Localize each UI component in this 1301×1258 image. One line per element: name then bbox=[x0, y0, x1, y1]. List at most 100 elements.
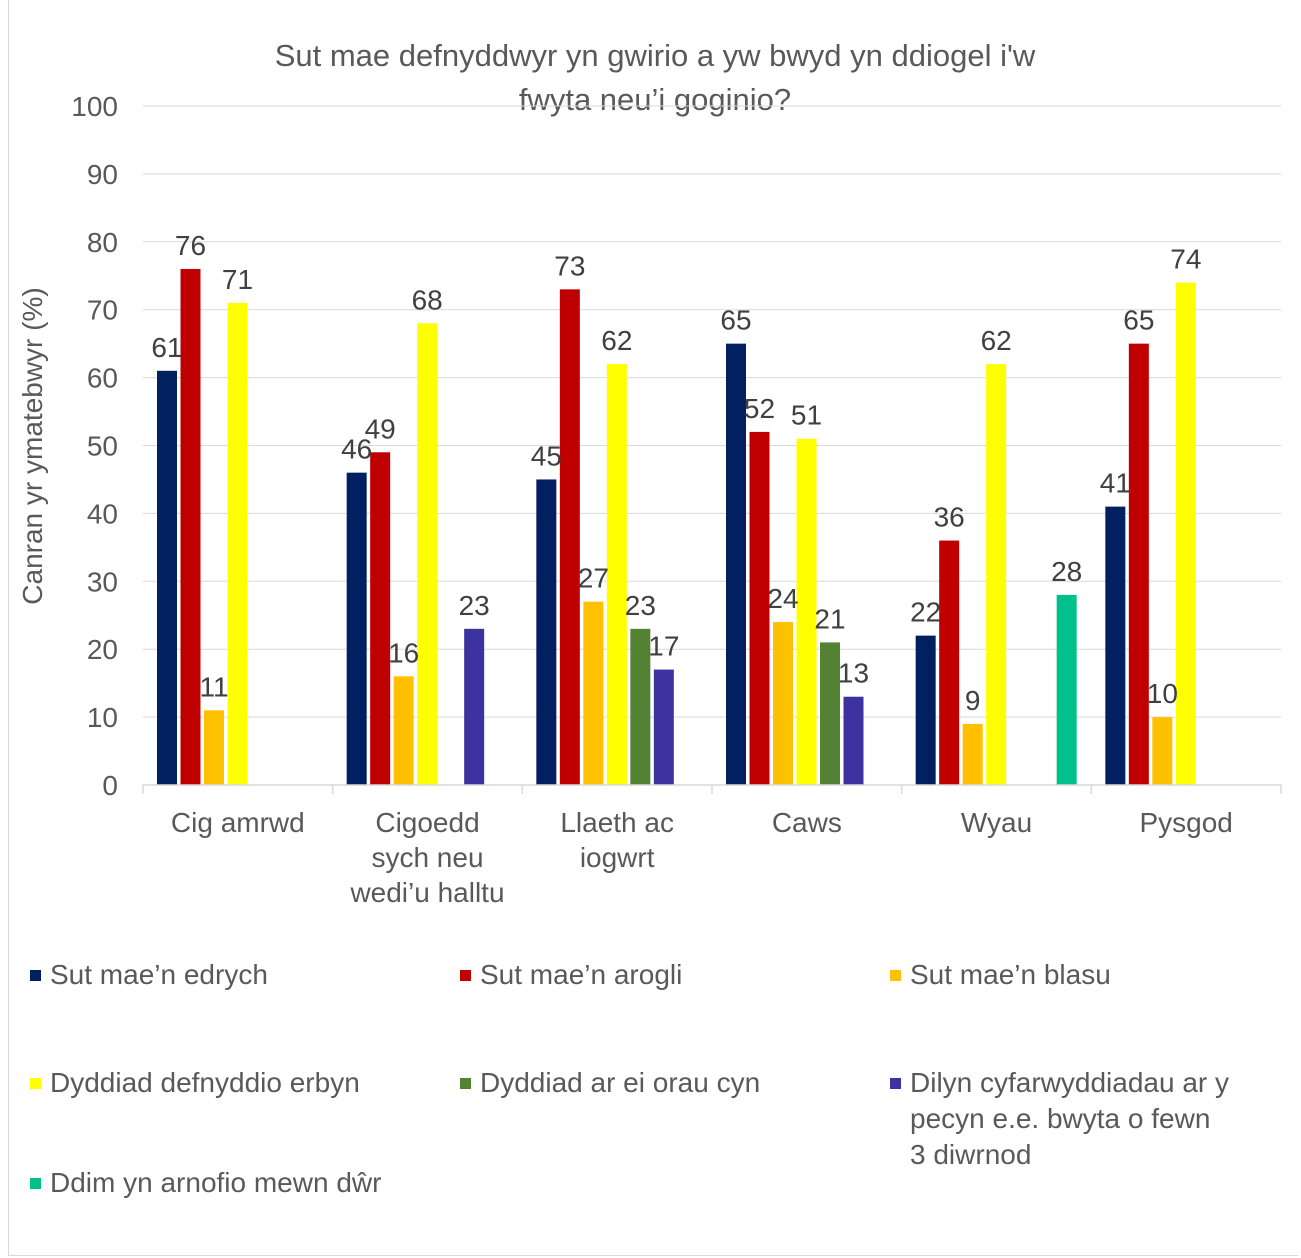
bar bbox=[986, 364, 1007, 785]
data-label: 21 bbox=[814, 603, 845, 634]
legend-item: Ddim yn arnofio mewn dŵr bbox=[30, 1165, 381, 1201]
x-category-label: Llaeth ac bbox=[560, 807, 674, 838]
y-tick-label: 100 bbox=[71, 91, 118, 122]
legend-swatch bbox=[30, 1078, 41, 1089]
x-category-label: wedi’u halltu bbox=[349, 877, 504, 908]
data-label: 76 bbox=[175, 230, 206, 261]
x-category-label: Cigoedd bbox=[375, 807, 479, 838]
legend-swatch bbox=[30, 1178, 41, 1189]
legend-item: Dyddiad ar ei orau cyn bbox=[460, 1065, 760, 1101]
legend-label: Dilyn cyfarwyddiadau ar y pecyn e.e. bwy… bbox=[910, 1067, 1230, 1170]
data-label: 28 bbox=[1051, 556, 1082, 587]
legend-item: Sut mae’n blasu bbox=[890, 957, 1111, 993]
y-tick-label: 0 bbox=[102, 770, 118, 801]
chart-title-line-1: Sut mae defnyddwyr yn gwirio a yw bwyd y… bbox=[275, 38, 1036, 73]
bar bbox=[843, 696, 864, 785]
bar bbox=[630, 628, 651, 785]
data-label: 49 bbox=[365, 413, 396, 444]
y-axis-ticks: 0 10 20 30 40 50 60 70 80 90 100 bbox=[71, 91, 118, 801]
data-label: 65 bbox=[1123, 305, 1154, 336]
x-category-label: Caws bbox=[772, 807, 842, 838]
data-label: 46 bbox=[341, 434, 372, 465]
bar bbox=[204, 710, 224, 785]
data-label: 41 bbox=[1100, 468, 1131, 499]
bar bbox=[346, 472, 367, 785]
data-label: 51 bbox=[791, 400, 822, 431]
x-category-label: Wyau bbox=[961, 807, 1032, 838]
bar bbox=[180, 268, 201, 786]
chart-title-line-2: fwyta neu’i goginio? bbox=[519, 82, 791, 117]
data-label: 13 bbox=[838, 658, 869, 689]
bar bbox=[606, 364, 627, 785]
legend-label: Dyddiad ar ei orau cyn bbox=[480, 1067, 761, 1098]
data-label: 17 bbox=[648, 631, 679, 662]
legend-swatch bbox=[890, 970, 901, 981]
bar bbox=[464, 628, 485, 785]
bar bbox=[820, 642, 840, 785]
bar bbox=[962, 723, 983, 785]
data-label: 68 bbox=[412, 284, 443, 315]
y-tick-label: 70 bbox=[87, 295, 118, 326]
data-label: 62 bbox=[601, 325, 632, 356]
bar bbox=[1175, 282, 1196, 785]
bar bbox=[915, 635, 936, 785]
y-tick-label: 40 bbox=[87, 498, 118, 529]
x-category-label: sych neu bbox=[371, 842, 483, 873]
y-tick-label: 90 bbox=[87, 159, 118, 190]
data-label: 62 bbox=[981, 325, 1012, 356]
bar bbox=[653, 669, 674, 785]
data-label: 61 bbox=[151, 332, 182, 363]
data-label: 23 bbox=[459, 590, 490, 621]
chart-frame bbox=[8, 0, 1298, 1256]
data-label: 45 bbox=[531, 440, 562, 471]
data-labels: 61 46 45 65 22 41 76 49 73 52 36 65 11 16 27 24 9 10 71 68 6… bbox=[151, 230, 1201, 716]
legend-label: Sut mae’n blasu bbox=[910, 959, 1111, 990]
x-category-label: Pysgod bbox=[1139, 807, 1232, 838]
bar bbox=[1105, 506, 1126, 785]
data-label: 10 bbox=[1147, 678, 1178, 709]
legend-label: Ddim yn arnofio mewn dŵr bbox=[50, 1167, 382, 1198]
data-label: 36 bbox=[934, 502, 965, 533]
data-label: 27 bbox=[578, 563, 609, 594]
x-axis bbox=[142, 784, 1282, 794]
data-label: 11 bbox=[199, 671, 228, 702]
bars bbox=[157, 268, 1196, 786]
data-label: 24 bbox=[767, 583, 798, 614]
data-label: 73 bbox=[554, 250, 585, 281]
bar bbox=[536, 479, 557, 785]
x-category-label: Cig amrwd bbox=[171, 807, 305, 838]
bar bbox=[749, 431, 770, 785]
data-label: 22 bbox=[910, 597, 941, 628]
bar bbox=[370, 452, 391, 785]
bar bbox=[157, 370, 177, 785]
bar bbox=[393, 676, 414, 785]
data-label: 23 bbox=[625, 590, 656, 621]
bar bbox=[726, 343, 746, 785]
data-label: 74 bbox=[1170, 244, 1201, 275]
legend-swatch bbox=[460, 970, 471, 981]
legend-label: Sut mae’n edrych bbox=[50, 959, 268, 990]
gridlines bbox=[143, 105, 1281, 718]
data-label: 52 bbox=[744, 393, 775, 424]
legend-label: Sut mae’n arogli bbox=[480, 959, 683, 990]
data-label: 16 bbox=[388, 637, 419, 668]
legend-swatch bbox=[30, 970, 41, 981]
data-label: 71 bbox=[222, 264, 253, 295]
bar bbox=[1152, 717, 1173, 785]
bar bbox=[583, 601, 604, 785]
legend-swatch bbox=[890, 1078, 901, 1089]
data-label: 65 bbox=[720, 305, 751, 336]
x-axis-category-labels: Cig amrwd Cigoedd sych neu wedi’u halltu Lla… bbox=[171, 807, 1233, 908]
bar bbox=[1056, 594, 1077, 785]
legend-item: Sut mae’n arogli bbox=[460, 957, 682, 993]
bar bbox=[559, 289, 580, 785]
legend-item: Sut mae’n edrych bbox=[30, 957, 268, 993]
y-tick-label: 30 bbox=[87, 566, 118, 597]
legend-item: Dyddiad defnyddio erbyn bbox=[30, 1065, 360, 1101]
legend-label: Dyddiad defnyddio erbyn bbox=[50, 1067, 360, 1098]
y-tick-label: 50 bbox=[87, 431, 118, 462]
bar bbox=[939, 540, 960, 785]
bar bbox=[773, 622, 793, 785]
bar bbox=[1128, 343, 1149, 785]
